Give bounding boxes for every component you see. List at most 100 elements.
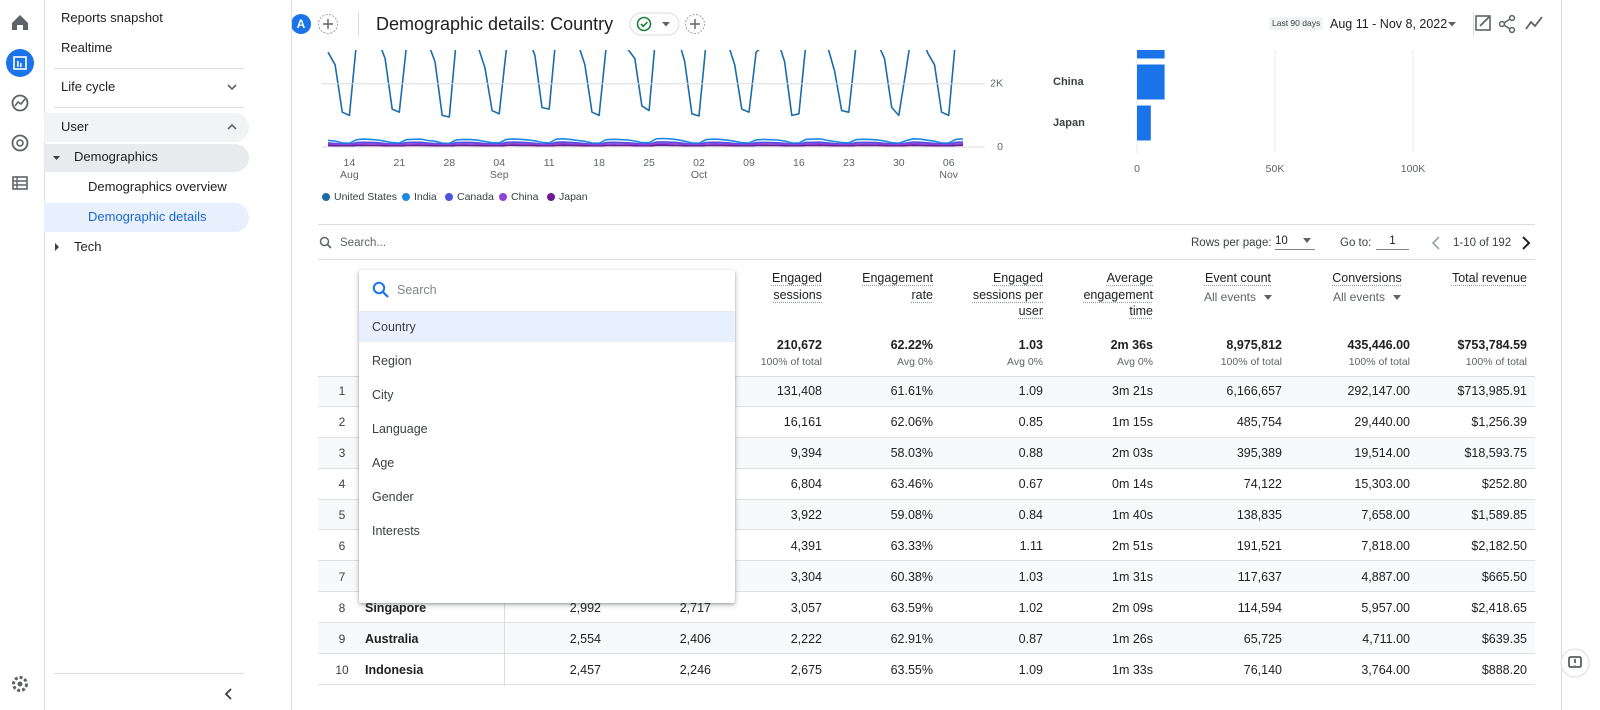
dropdown-option[interactable]: Language xyxy=(359,414,735,444)
column-header-label[interactable]: Engaged sessions xyxy=(771,271,822,302)
dropdown-option-label: Age xyxy=(372,456,395,470)
bar-label: China xyxy=(1053,76,1084,88)
dropdown-search[interactable]: Search xyxy=(397,283,437,297)
dropdown-option[interactable]: Interests xyxy=(359,516,735,546)
table-cell: 29,440.00 xyxy=(1354,415,1410,430)
column-header: Engagement rate xyxy=(855,270,933,303)
column-header-label[interactable]: Average engagement time xyxy=(1083,271,1153,318)
table-cell: 395,389 xyxy=(1236,446,1282,461)
advertising-icon[interactable] xyxy=(11,134,29,152)
legend-swatch xyxy=(322,193,330,201)
column-header-label[interactable]: Engaged sessions per user xyxy=(972,271,1043,318)
feedback-button[interactable] xyxy=(1560,648,1590,678)
explore-glyph xyxy=(14,98,26,107)
x-tick-label: 14 Aug xyxy=(340,157,359,181)
caret-down xyxy=(53,156,60,160)
legend-label: Canada xyxy=(457,191,494,203)
row-rank: 8 xyxy=(338,600,346,615)
header-icons xyxy=(292,12,1543,36)
column-header-label[interactable]: Event count xyxy=(1204,271,1271,285)
explore-icon[interactable] xyxy=(11,94,29,112)
country-name[interactable]: Indonesia xyxy=(365,662,424,677)
date-range[interactable]: Aug 11 - Nov 8, 2022 xyxy=(1330,17,1448,31)
divider xyxy=(358,12,359,36)
x-tick-label: 30 xyxy=(893,157,905,169)
insights-icon[interactable] xyxy=(1525,16,1543,30)
row-rank: 5 xyxy=(338,508,346,523)
share-icon[interactable] xyxy=(1498,20,1506,28)
row-rank: 1 xyxy=(338,384,346,399)
nav-item-active[interactable]: Demographic details xyxy=(88,209,207,224)
settings-icon[interactable] xyxy=(12,676,28,692)
column-header: Event count All events xyxy=(1193,270,1283,305)
rows-per-page-select[interactable]: 10 xyxy=(1275,233,1315,250)
column-header: Average engagement time xyxy=(1065,270,1153,320)
column-header-label[interactable]: Engagement rate xyxy=(862,271,933,302)
table-cell: 60.38% xyxy=(890,569,933,584)
total-value: $753,784.59 xyxy=(1457,338,1527,352)
table-cell: 0.88 xyxy=(1018,446,1043,461)
dropdown-option-label: Language xyxy=(372,422,428,436)
table-cell: 0.87 xyxy=(1018,631,1043,646)
select-caret xyxy=(1303,238,1311,243)
dropdown-option[interactable]: Gender xyxy=(359,482,735,512)
filter-caret xyxy=(1393,294,1402,300)
dropdown-option[interactable]: City xyxy=(359,380,735,410)
column-header-label[interactable]: Conversions xyxy=(1332,271,1402,285)
nav-section[interactable]: Life cycle xyxy=(61,79,116,94)
dropdown-option[interactable]: Country xyxy=(359,312,735,342)
nav-item[interactable]: Reports snapshot xyxy=(61,10,163,25)
divider xyxy=(54,107,244,108)
column-header-label[interactable]: Total revenue xyxy=(1451,271,1527,285)
metric-filter[interactable]: All events xyxy=(1193,289,1283,306)
line-plot xyxy=(327,49,964,147)
table-cell: 2,992 xyxy=(569,600,601,615)
nav-group[interactable]: Tech xyxy=(74,239,102,254)
table-cell: 4,711.00 xyxy=(1362,631,1410,646)
table-cell: 2m 51s xyxy=(1112,538,1153,553)
row-rank: 3 xyxy=(338,446,346,461)
country-name[interactable]: Singapore xyxy=(365,600,427,615)
table-cell: 1.11 xyxy=(1019,538,1043,553)
prev-page[interactable] xyxy=(1429,235,1443,251)
expand-icon[interactable] xyxy=(226,81,238,93)
column-header: Engaged sessions xyxy=(752,270,822,303)
x-tick-label: 09 xyxy=(743,157,755,169)
collapse-icon[interactable] xyxy=(226,121,238,133)
dropdown-option[interactable]: Region xyxy=(359,346,735,376)
total-value: 62.22% xyxy=(890,338,933,352)
date-caret[interactable] xyxy=(1448,22,1456,27)
table-cell: 3,057 xyxy=(790,600,822,615)
group-highlight xyxy=(44,144,249,172)
nav-section[interactable]: User xyxy=(61,119,89,134)
property-avatar[interactable] xyxy=(292,14,311,34)
table-cell: 62.91% xyxy=(890,631,933,646)
table-cell: 292,147.00 xyxy=(1347,384,1410,399)
legend-swatch xyxy=(445,193,453,201)
nav-group[interactable]: Demographics xyxy=(74,149,158,164)
customize-report[interactable] xyxy=(1475,15,1491,31)
next-page[interactable] xyxy=(1519,235,1533,251)
go-to-input[interactable]: 1 xyxy=(1376,233,1409,250)
country-name[interactable]: Australia xyxy=(365,631,419,646)
nav-item[interactable]: Realtime xyxy=(61,40,113,55)
configure-icon[interactable] xyxy=(12,176,28,190)
home-icon[interactable] xyxy=(12,15,28,30)
nav-item[interactable]: Demographics overview xyxy=(88,179,227,194)
collapse-sidebar[interactable] xyxy=(222,687,236,701)
table-cell: 3m 21s xyxy=(1112,384,1153,399)
table-cell: 2,554 xyxy=(569,631,601,646)
metric-filter[interactable]: All events xyxy=(1322,289,1412,306)
table-cell: 3,304 xyxy=(790,569,822,584)
table-cell: 2m 09s xyxy=(1112,600,1153,615)
row-rank: 9 xyxy=(338,631,346,646)
table-cell: 117,637 xyxy=(1237,569,1282,584)
table-cell: 4,391 xyxy=(790,538,822,553)
table-cell: 2,675 xyxy=(790,662,822,677)
total-value: 8,975,812 xyxy=(1226,338,1282,352)
table-cell: 9,394 xyxy=(790,446,822,461)
table-search[interactable]: Search... xyxy=(340,237,387,249)
rows-per-page-label: Rows per page: xyxy=(1191,237,1272,249)
dropdown-option[interactable]: Age xyxy=(359,448,735,478)
